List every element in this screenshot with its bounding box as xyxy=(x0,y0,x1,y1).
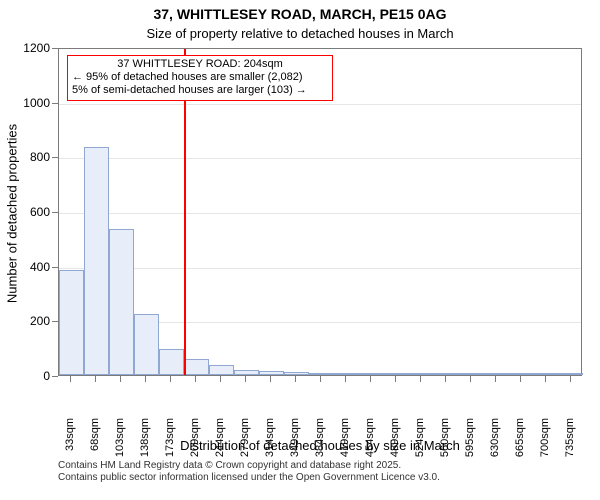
x-tick xyxy=(170,376,171,382)
y-tick xyxy=(52,212,58,213)
x-tick xyxy=(495,376,496,382)
x-tick xyxy=(320,376,321,382)
annotation-line: 5% of semi-detached houses are larger (1… xyxy=(72,84,328,97)
x-tick-label: 103sqm xyxy=(114,418,126,478)
chart-title-main: 37, WHITTLESEY ROAD, MARCH, PE15 0AG xyxy=(0,6,600,22)
histogram-bar xyxy=(483,373,508,375)
x-tick xyxy=(95,376,96,382)
x-tick-label: 68sqm xyxy=(89,418,101,478)
y-tick-label: 1200 xyxy=(10,41,50,55)
histogram-bar xyxy=(358,373,383,375)
x-tick-label: 454sqm xyxy=(364,418,376,478)
x-tick-label: 524sqm xyxy=(414,418,426,478)
histogram-bar xyxy=(59,270,84,375)
x-tick xyxy=(270,376,271,382)
x-tick-label: 489sqm xyxy=(389,418,401,478)
grid-line xyxy=(59,158,581,159)
y-tick xyxy=(52,376,58,377)
x-tick xyxy=(520,376,521,382)
histogram-bar xyxy=(84,147,109,375)
x-tick-label: 349sqm xyxy=(289,418,301,478)
y-tick xyxy=(52,267,58,268)
x-tick xyxy=(245,376,246,382)
y-tick-label: 800 xyxy=(10,150,50,164)
histogram-bar xyxy=(109,229,134,375)
x-tick-label: 279sqm xyxy=(239,418,251,478)
histogram-chart: 37, WHITTLESEY ROAD, MARCH, PE15 0AG Siz… xyxy=(0,0,600,500)
x-tick-label: 560sqm xyxy=(439,418,451,478)
plot-area: 37 WHITTLESEY ROAD: 204sqm← 95% of detac… xyxy=(58,48,582,376)
x-tick xyxy=(345,376,346,382)
x-tick xyxy=(220,376,221,382)
x-tick xyxy=(195,376,196,382)
histogram-bar xyxy=(209,365,234,375)
y-tick-label: 400 xyxy=(10,260,50,274)
y-tick xyxy=(52,48,58,49)
y-tick-label: 200 xyxy=(10,314,50,328)
y-tick xyxy=(52,321,58,322)
histogram-bar xyxy=(259,371,284,375)
x-tick xyxy=(470,376,471,382)
x-tick-label: 384sqm xyxy=(314,418,326,478)
histogram-bar xyxy=(134,314,159,376)
grid-line xyxy=(59,104,581,105)
histogram-bar xyxy=(333,373,358,375)
y-tick-label: 0 xyxy=(10,369,50,383)
histogram-bar xyxy=(458,373,483,375)
x-tick xyxy=(570,376,571,382)
histogram-bar xyxy=(383,373,408,375)
y-tick xyxy=(52,157,58,158)
histogram-bar xyxy=(558,373,583,375)
x-tick-label: 209sqm xyxy=(189,418,201,478)
x-tick-label: 138sqm xyxy=(139,418,151,478)
x-tick xyxy=(145,376,146,382)
x-tick xyxy=(70,376,71,382)
histogram-bar xyxy=(159,349,184,375)
y-tick xyxy=(52,103,58,104)
histogram-bar xyxy=(309,373,334,375)
histogram-bar xyxy=(408,373,433,375)
x-tick xyxy=(545,376,546,382)
annotation-line: 37 WHITTLESEY ROAD: 204sqm xyxy=(72,58,328,71)
x-tick-label: 665sqm xyxy=(514,418,526,478)
grid-line xyxy=(59,268,581,269)
histogram-bar xyxy=(234,370,259,375)
annotation-line: ← 95% of detached houses are smaller (2,… xyxy=(72,71,328,84)
histogram-bar xyxy=(508,373,533,375)
histogram-bar xyxy=(284,372,309,375)
y-tick-label: 1000 xyxy=(10,96,50,110)
x-tick-label: 314sqm xyxy=(264,418,276,478)
x-tick-label: 173sqm xyxy=(164,418,176,478)
histogram-bar xyxy=(533,373,558,375)
x-tick xyxy=(395,376,396,382)
x-tick xyxy=(370,376,371,382)
x-tick xyxy=(295,376,296,382)
x-tick-label: 700sqm xyxy=(539,418,551,478)
annotation-box: 37 WHITTLESEY ROAD: 204sqm← 95% of detac… xyxy=(67,55,333,101)
x-tick-label: 419sqm xyxy=(339,418,351,478)
grid-line xyxy=(59,213,581,214)
chart-title-sub: Size of property relative to detached ho… xyxy=(0,26,600,41)
histogram-bar xyxy=(433,373,458,375)
x-tick-label: 735sqm xyxy=(564,418,576,478)
x-tick-label: 33sqm xyxy=(64,418,76,478)
y-tick-label: 600 xyxy=(10,205,50,219)
x-tick xyxy=(420,376,421,382)
x-tick xyxy=(445,376,446,382)
x-tick-label: 595sqm xyxy=(464,418,476,478)
histogram-bar xyxy=(184,359,209,375)
x-tick xyxy=(120,376,121,382)
x-tick-label: 244sqm xyxy=(214,418,226,478)
x-tick-label: 630sqm xyxy=(489,418,501,478)
